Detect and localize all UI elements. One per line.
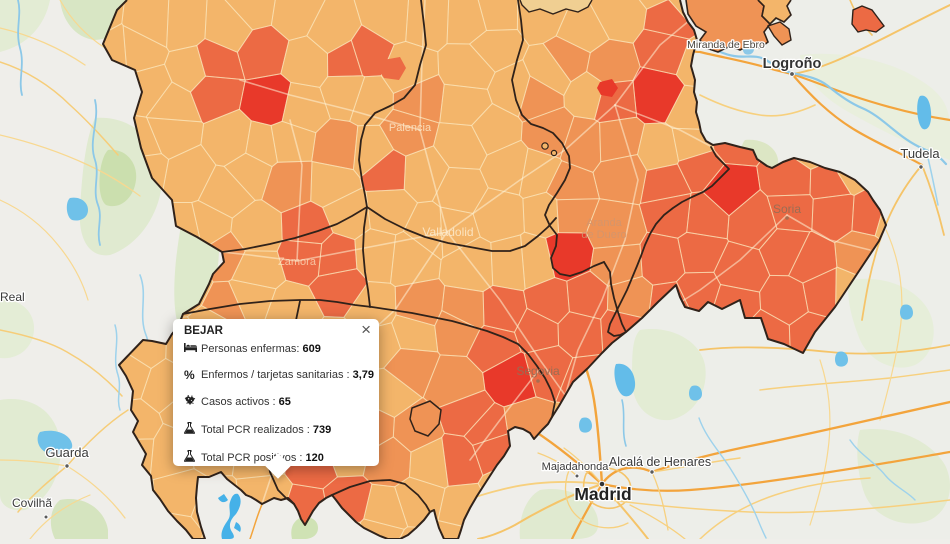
svg-text:Tudela: Tudela [900, 146, 940, 161]
svg-text:Valladolid: Valladolid [422, 225, 473, 239]
svg-text:Covilhã: Covilhã [12, 496, 52, 510]
svg-text:de Duero: de Duero [581, 229, 626, 241]
svg-text:Real: Real [0, 290, 25, 304]
svg-text:Majadahonda: Majadahonda [542, 461, 610, 473]
svg-text:Zamora: Zamora [278, 256, 317, 268]
svg-text:Segovia: Segovia [516, 364, 560, 378]
svg-text:Palencia: Palencia [389, 122, 432, 134]
svg-text:Alcalá de Henares: Alcalá de Henares [609, 455, 711, 469]
svg-text:Miranda de Ebro: Miranda de Ebro [687, 39, 765, 51]
svg-text:Logroño: Logroño [763, 56, 822, 72]
svg-text:Madrid: Madrid [574, 484, 631, 504]
svg-text:Aranda: Aranda [586, 217, 622, 229]
svg-text:Soria: Soria [773, 202, 801, 216]
svg-text:Guarda: Guarda [45, 445, 89, 460]
